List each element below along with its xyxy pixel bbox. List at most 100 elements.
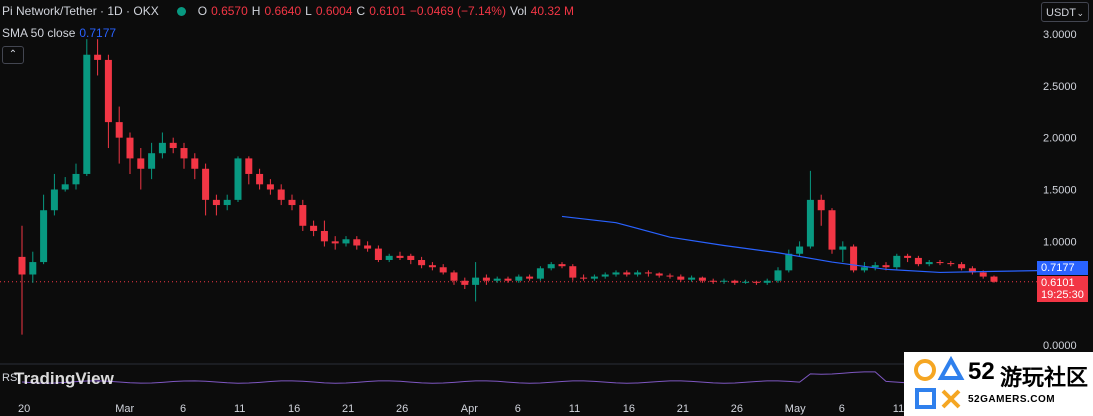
candle-body [590, 276, 598, 279]
candle-body [472, 277, 480, 285]
candle-body [839, 246, 847, 250]
candle-body [763, 280, 771, 283]
candle-body [450, 272, 458, 281]
candle-body [320, 230, 328, 242]
y-tick-label: 2.0000 [1043, 133, 1077, 145]
candle-body [223, 199, 231, 206]
candle-body [245, 158, 253, 174]
candle-body [569, 266, 577, 278]
candle-body [742, 281, 750, 283]
candle-body [850, 246, 858, 271]
x-tick-label: 6 [180, 403, 186, 415]
candle-body [947, 263, 955, 265]
candle-body [709, 280, 717, 282]
y-tick-label: 1.0000 [1043, 236, 1077, 248]
candle-body [580, 277, 588, 279]
candle-body [860, 267, 868, 271]
sma-line [561, 215, 1038, 274]
watermark-domain: 52GAMERS.COM [968, 394, 1056, 405]
candle-body [526, 276, 534, 279]
candle-body [871, 265, 879, 268]
candle-body [148, 153, 156, 169]
volume-value: 40.32 M [530, 4, 575, 18]
candle-body [817, 199, 825, 211]
x-tick-label: 20 [18, 403, 30, 415]
x-tick-label: 21 [677, 403, 689, 415]
x-tick-label: 16 [288, 403, 300, 415]
candle-body [396, 255, 404, 258]
chevron-down-icon: ⌄ [1076, 8, 1084, 18]
open-value: 0.6570 [211, 4, 248, 18]
candle-body [212, 199, 220, 206]
candle-body [234, 158, 242, 200]
candle-body [796, 246, 804, 254]
candle-body [180, 148, 188, 159]
candle-body [137, 158, 145, 169]
currency-label: USDT [1046, 7, 1076, 19]
candle-body [50, 189, 58, 211]
y-tick-label: 1.5000 [1043, 185, 1077, 197]
x-tick-label: 11 [569, 403, 580, 415]
chevron-up-icon: ⌃ [8, 49, 18, 60]
low-label: L [305, 4, 312, 18]
x-tick-label: May [785, 403, 806, 415]
candle-body [828, 210, 836, 250]
close-label: C [356, 4, 366, 18]
watermark: 52 游玩社区 52GAMERS.COM [904, 352, 1093, 416]
candle-body [968, 268, 976, 273]
candle-body [936, 262, 944, 264]
candle-body [990, 276, 998, 282]
candle-body [374, 248, 382, 260]
high-label: H [251, 4, 261, 18]
y-tick-label: 0.0000 [1043, 340, 1077, 352]
currency-selector[interactable]: USDT ⌄ [1041, 2, 1089, 22]
candle-body [731, 280, 739, 283]
last-price-tag: 0.6101 19:25:30 [1037, 276, 1088, 302]
candle-body [504, 278, 512, 281]
candle-body [536, 268, 544, 279]
candle-body [720, 280, 728, 282]
x-tick-label: 26 [396, 403, 408, 415]
candle-body [601, 274, 609, 277]
candle-body [126, 137, 134, 159]
candle-body [785, 253, 793, 271]
candle-body [29, 262, 37, 275]
sma-legend[interactable]: SMA 50 close 0.7177 [2, 26, 116, 40]
collapse-legend-button[interactable]: ⌃ [2, 46, 24, 64]
candle-body [158, 142, 166, 154]
candle-body [288, 199, 296, 206]
candle-body [612, 272, 620, 275]
candle-body [623, 272, 631, 275]
rsi-line [21, 371, 1005, 384]
candle-body [515, 276, 523, 281]
candle-body [428, 265, 436, 268]
sma-value: 0.7177 [79, 26, 117, 40]
candle-body [418, 259, 426, 266]
candle-body [331, 241, 339, 244]
x-tick-label: 11 [234, 403, 245, 415]
candle-body [806, 199, 814, 247]
candle-body [914, 257, 922, 265]
candle-body [353, 239, 361, 246]
candle-body [634, 272, 642, 275]
candle-body [266, 184, 274, 190]
open-label: O [197, 4, 208, 18]
candle-body [925, 262, 933, 265]
y-tick-label: 2.5000 [1043, 81, 1077, 93]
candle-body [61, 184, 69, 190]
change-value: −0.0469 (−7.14%) [409, 4, 506, 18]
x-tick-label: 6 [515, 403, 521, 415]
tradingview-logo: TradingView [14, 369, 114, 388]
y-tick-label: 3.0000 [1043, 29, 1077, 41]
x-tick-label: 26 [731, 403, 743, 415]
low-value: 0.6004 [315, 4, 353, 18]
candle-body [40, 210, 48, 263]
candle-body [202, 168, 210, 200]
candle-body [979, 272, 987, 277]
candle-body [94, 54, 102, 60]
candle-body [364, 245, 372, 249]
close-value: 0.6101 [369, 4, 406, 18]
candle-body [958, 264, 966, 269]
high-value: 0.6640 [264, 4, 302, 18]
